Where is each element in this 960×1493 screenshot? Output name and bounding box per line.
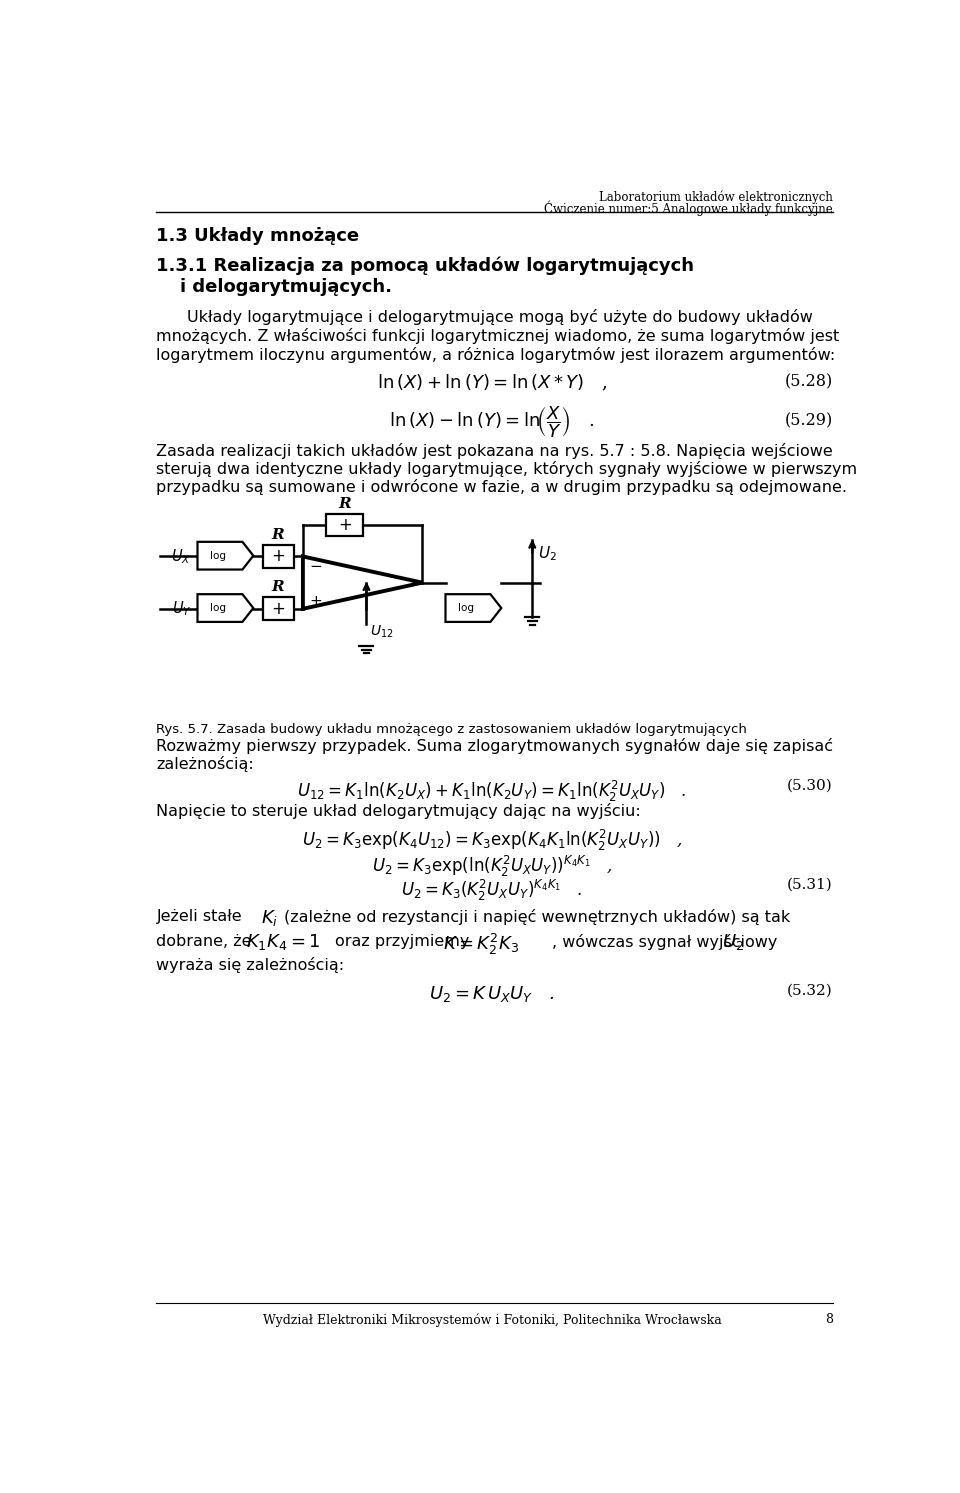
Text: (5.30): (5.30) [787,779,833,793]
Bar [263,597,294,621]
Bar [263,545,294,567]
Text: R: R [339,497,351,511]
Polygon shape [198,542,253,569]
Text: $U_2=K\,U_X U_Y$   .: $U_2=K\,U_X U_Y$ . [429,984,555,1003]
Text: (zależne od rezystancji i napięć wewnętrznych układów) są tak: (zależne od rezystancji i napięć wewnętr… [284,909,790,926]
Text: Jeżeli stałe: Jeżeli stałe [156,909,242,924]
Text: (5.31): (5.31) [787,878,833,891]
Text: 1.3 Układy mnożące: 1.3 Układy mnożące [156,227,360,245]
Text: +: + [338,517,351,534]
Text: (5.32): (5.32) [787,984,833,997]
Text: wyraża się zależnością:: wyraża się zależnością: [156,957,345,973]
Text: Rys. 5.7. Zasada budowy układu mnożącego z zastosowaniem układów logarytmujących: Rys. 5.7. Zasada budowy układu mnożącego… [156,723,747,736]
Polygon shape [198,594,253,623]
Text: $U_Y$: $U_Y$ [172,600,191,618]
Text: R: R [272,529,284,542]
Text: $U_2=K_3(K_2^2 U_X U_Y)^{K_4 K_1}$   .: $U_2=K_3(K_2^2 U_X U_Y)^{K_4 K_1}$ . [401,878,583,903]
Text: Laboratorium układów elektronicznych: Laboratorium układów elektronicznych [599,191,833,205]
Text: $+$: $+$ [309,594,322,609]
Text: $U_2$: $U_2$ [722,932,744,953]
Text: mnożących. Z właściwości funkcji logarytmicznej wiadomo, że suma logarytmów jest: mnożących. Z właściwości funkcji logaryt… [156,328,840,343]
Text: przypadku są sumowane i odwrócone w fazie, a w drugim przypadku są odejmowane.: przypadku są sumowane i odwrócone w fazi… [156,479,848,496]
Text: $\mathrm{ln}\,(X)-\mathrm{ln}\,(Y)=\mathrm{ln}\!\left(\dfrac{X}{Y}\right)$   .: $\mathrm{ln}\,(X)-\mathrm{ln}\,(Y)=\math… [390,405,594,440]
Text: (5.28): (5.28) [784,373,833,390]
Text: 1.3.1 Realizacja za pomocą układów logarytmujących: 1.3.1 Realizacja za pomocą układów logar… [156,257,694,275]
Bar [326,514,363,536]
Text: +: + [271,548,285,566]
Text: (5.29): (5.29) [784,412,833,430]
Text: Wydział Elektroniki Mikrosystemów i Fotoniki, Politechnika Wrocławska: Wydział Elektroniki Mikrosystemów i Foto… [263,1314,721,1327]
Text: $K_1K_4=1$: $K_1K_4=1$ [246,932,320,953]
Text: $U_X$: $U_X$ [172,546,191,566]
Text: zależnością:: zależnością: [156,755,254,772]
Text: +: + [271,600,285,618]
Text: log: log [210,603,227,614]
Text: sterują dwa identyczne układy logarytmujące, których sygnały wyjściowe w pierwsz: sterują dwa identyczne układy logarytmuj… [156,461,857,476]
Text: $\mathrm{ln}\,(X)+\mathrm{ln}\,(Y)=\mathrm{ln}\,(X*Y)$   ,: $\mathrm{ln}\,(X)+\mathrm{ln}\,(Y)=\math… [377,373,607,394]
Text: R: R [272,581,284,594]
Text: 8: 8 [825,1314,833,1326]
Polygon shape [445,594,501,623]
Text: $-$: $-$ [309,557,322,572]
Polygon shape [303,557,422,609]
Text: oraz przyjmiemy: oraz przyjmiemy [335,933,469,948]
Text: logarytmem iloczynu argumentów, a różnica logarytmów jest ilorazem argumentów:: logarytmem iloczynu argumentów, a różnic… [156,346,835,363]
Text: $U_2=K_3\exp(\ln(K_2^2 U_X U_Y))^{K_4 K_1}$   ,: $U_2=K_3\exp(\ln(K_2^2 U_X U_Y))^{K_4 K_… [372,854,612,879]
Text: Rozważmy pierwszy przypadek. Suma zlogarytmowanych sygnałów daje się zapisać: Rozważmy pierwszy przypadek. Suma zlogar… [156,738,833,754]
Text: i delogarytmujących.: i delogarytmujących. [180,278,392,296]
Text: , wówczas sygnał wyjściowy: , wówczas sygnał wyjściowy [552,933,777,950]
Text: $U_2=K_3\exp(K_4 U_{12})=K_3\exp(K_4 K_1\ln(K_2^2 U_X U_Y))$   ,: $U_2=K_3\exp(K_4 U_{12})=K_3\exp(K_4 K_1… [302,829,682,854]
Text: log: log [459,603,474,614]
Text: Zasada realizacji takich układów jest pokazana na rys. 5.7 : 5.8. Napięcia wejśc: Zasada realizacji takich układów jest po… [156,442,833,458]
Text: log: log [210,551,227,561]
Text: $K=K_2^2 K_3$: $K=K_2^2 K_3$ [444,932,519,957]
Text: $U_{12}=K_1\ln(K_2 U_X)+K_1\ln(K_2 U_Y)=K_1\ln(K_2^2 U_X U_Y)$   .: $U_{12}=K_1\ln(K_2 U_X)+K_1\ln(K_2 U_Y)=… [298,779,686,805]
Text: Napięcie to steruje układ delogarytmujący dając na wyjściu:: Napięcie to steruje układ delogarytmując… [156,803,641,818]
Text: Ćwiczenie numer:5 Analogowe układy funkcyjne: Ćwiczenie numer:5 Analogowe układy funkc… [544,200,833,216]
Text: $U_{12}$: $U_{12}$ [371,624,394,640]
Text: $U_2$: $U_2$ [539,543,558,563]
Text: dobrane, że: dobrane, że [156,933,252,948]
Text: $K_i$: $K_i$ [261,908,278,927]
Text: Układy logarytmujące i delogarytmujące mogą być użyte do budowy układów: Układy logarytmujące i delogarytmujące m… [187,309,813,324]
